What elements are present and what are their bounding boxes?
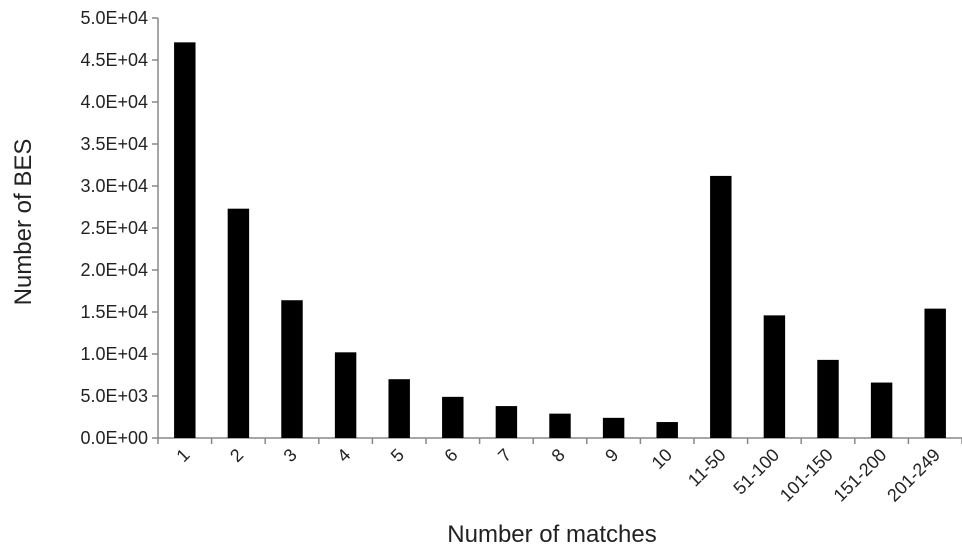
y-tick-label: 2.5E+04 [80, 218, 148, 238]
bar-8 [549, 413, 571, 438]
x-tick-label: 1 [172, 445, 193, 466]
x-tick-label: 201-249 [883, 445, 944, 506]
bars [174, 42, 946, 439]
y-tick-label: 3.5E+04 [80, 134, 148, 154]
y-tick-label: 1.0E+04 [80, 344, 148, 364]
bar-1 [174, 42, 196, 439]
x-tick-label: 5 [387, 445, 408, 466]
x-tick-label: 101-150 [776, 445, 837, 506]
bar-5 [388, 379, 410, 438]
x-tick-label: 2 [226, 445, 247, 466]
y-tick-label: 2.0E+04 [80, 260, 148, 280]
x-axis-title: Number of matches [447, 521, 656, 548]
x-tick-label: 7 [494, 445, 515, 466]
y-tick-label: 5.0E+04 [80, 8, 148, 28]
x-tick-label: 151-200 [830, 445, 891, 506]
bar-11-50 [710, 175, 732, 439]
x-axis: 1 2 3 4 5 6 7 8 9 10 11-50 51-100101-150151-200201-… [157, 437, 962, 506]
y-axis-title: Number of BES [10, 139, 37, 306]
bar-51-100 [763, 315, 786, 438]
bar-201-249 [924, 308, 946, 438]
bar-10 [656, 422, 678, 438]
x-tick-label: 4 [333, 445, 354, 466]
y-tick-label: 1.5E+04 [80, 302, 148, 322]
x-tick-label: 8 [548, 445, 569, 466]
bar-151-200 [870, 382, 893, 438]
y-tick-label: 5.0E+03 [80, 386, 148, 406]
x-tick-label: 9 [601, 445, 622, 466]
bar-3 [281, 300, 303, 438]
x-tick-label: 6 [440, 445, 461, 466]
x-tick-label: 3 [280, 445, 301, 466]
bar-101-150 [817, 359, 839, 438]
bar-4 [334, 352, 357, 438]
bar-9 [602, 417, 625, 438]
y-tick-label: 3.0E+04 [80, 176, 148, 196]
y-tick-label: 4.0E+04 [80, 92, 148, 112]
x-tick-label: 51-100 [729, 445, 783, 499]
y-tick-label: 0.0E+00 [80, 428, 148, 448]
y-axis: 0.0E+00 5.0E+03 1.0E+04 1.5E+04 2.0E+04 2.5E+… [80, 8, 159, 448]
bar-7 [495, 406, 518, 438]
x-tick-label: 11-50 [684, 445, 730, 491]
bar-6 [442, 396, 464, 438]
x-tick-label: 10 [648, 445, 676, 473]
y-tick-label: 4.5E+04 [80, 50, 148, 70]
bar-2 [227, 208, 250, 438]
